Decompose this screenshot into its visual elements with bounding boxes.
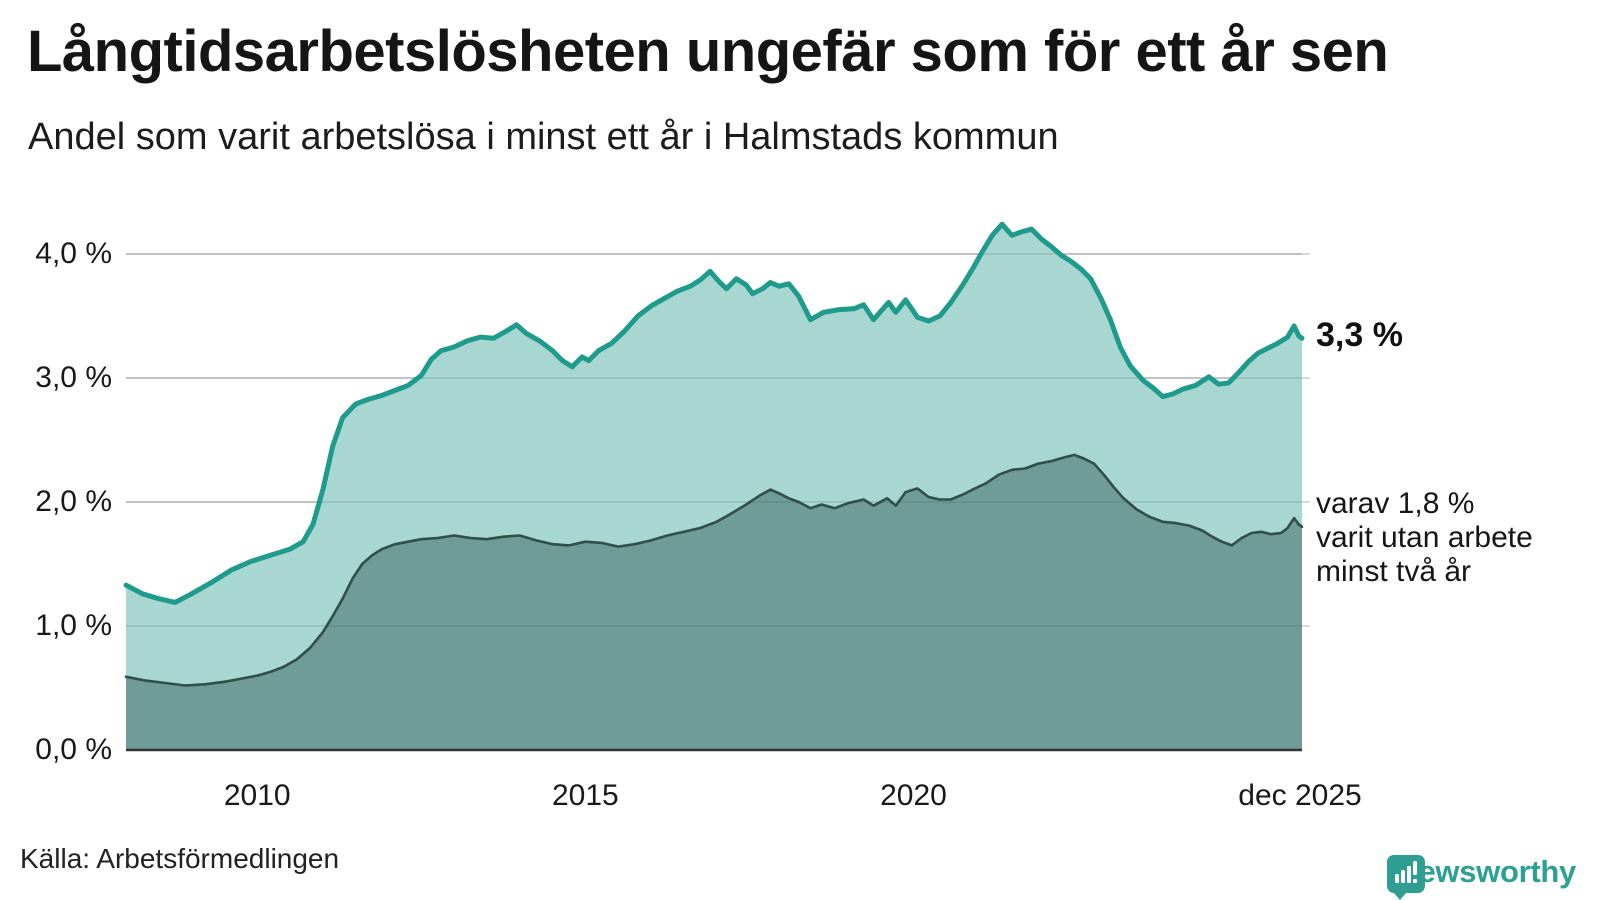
y-tick-label: 1,0 % — [35, 609, 112, 642]
area-subset-min-two-years — [126, 454, 1302, 750]
newsworthy-logo: Newsworthy — [1386, 854, 1576, 900]
line-subset-min-two-years — [124, 453, 1304, 687]
y-tick-label: 3,0 % — [35, 361, 112, 394]
x-tick-label: 2010 — [223, 779, 291, 812]
chart-subtitle: Andel som varit arbetslösa i minst ett å… — [28, 116, 1059, 158]
x-tick-label: 2015 — [552, 779, 619, 812]
subset-value-annotation: varav 1,8 % varit utan arbete minst två … — [1316, 486, 1533, 588]
y-tick-label: 4,0 % — [35, 237, 112, 270]
x-tick-label: 2020 — [880, 779, 947, 812]
x-tick-label: dec 2025 — [1238, 779, 1362, 812]
y-tick-label: 2,0 % — [35, 485, 112, 518]
line-total-min-one-year — [123, 221, 1305, 605]
page-title: Långtidsarbetslösheten ungefär som för e… — [27, 19, 1389, 84]
source-note: Källa: Arbetsförmedlingen — [20, 843, 340, 874]
latest-value-annotation: 3,3 % — [1316, 316, 1403, 355]
newsworthy-wordmark: Newsworthy — [1396, 854, 1576, 889]
y-tick-label: 0,0 % — [35, 733, 112, 766]
